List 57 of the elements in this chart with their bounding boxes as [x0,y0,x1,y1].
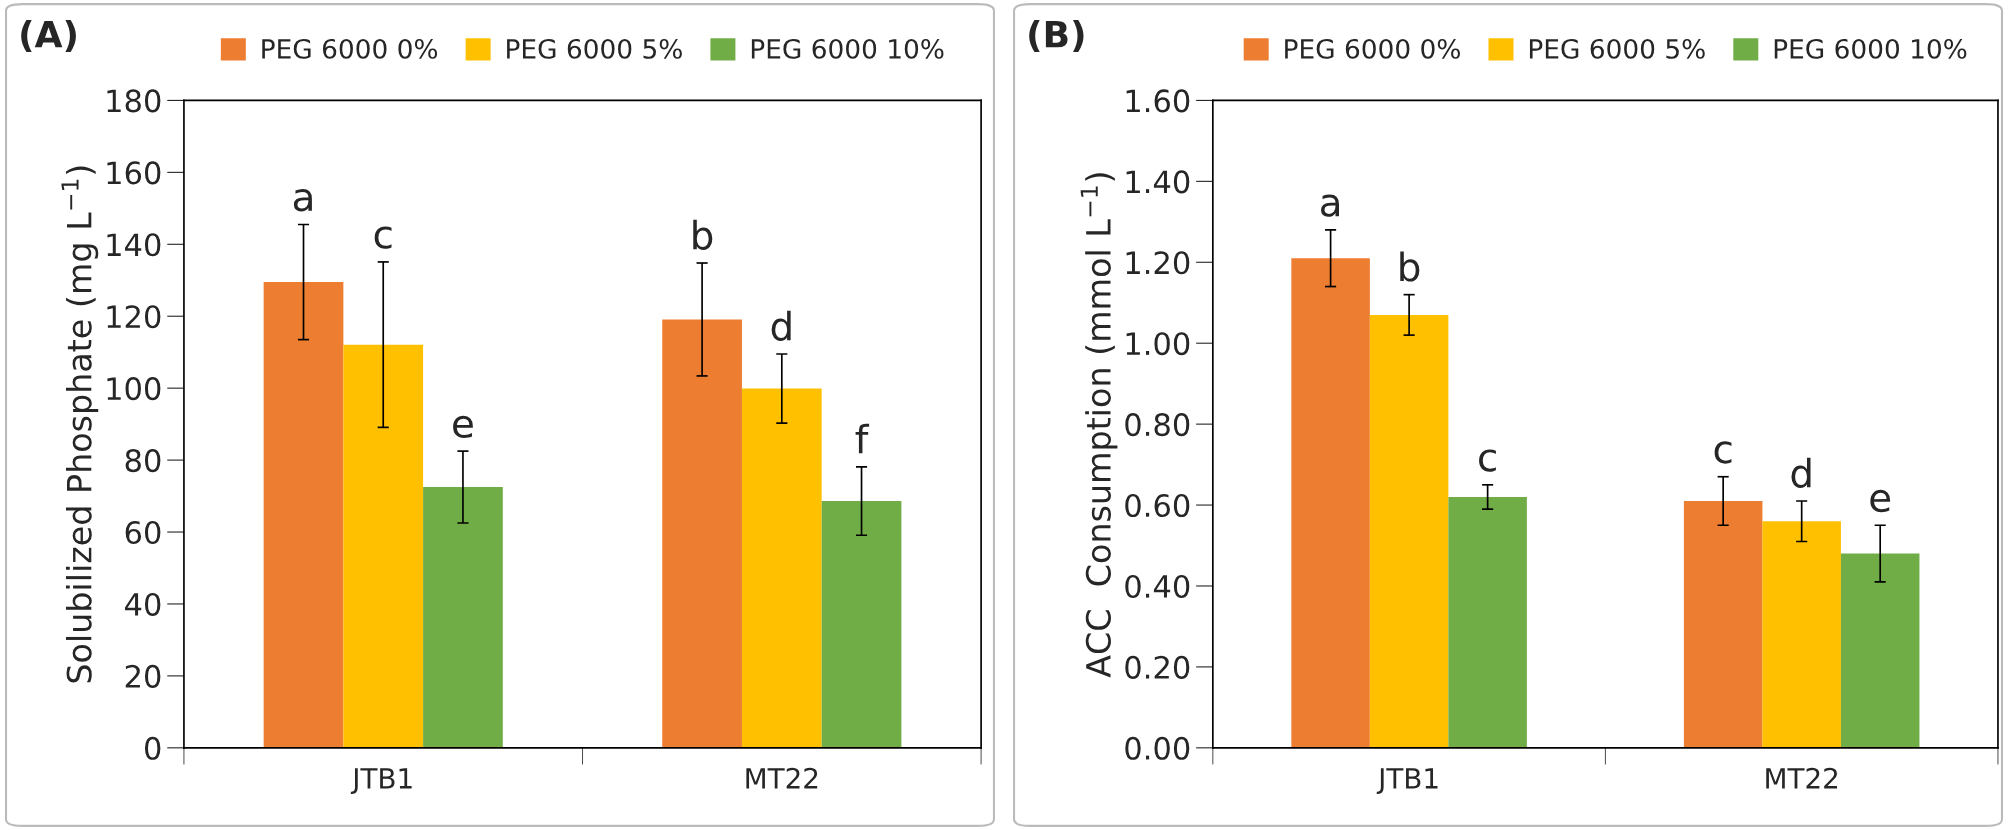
data-label: e [1870,489,1891,513]
bar [263,282,344,748]
data-label: f [855,423,870,454]
data-label: b [693,219,713,250]
y-axis-title: Solubilized Phosphate (mg L$^{−1}$) [61,166,99,683]
y-tick-label: 100 [107,377,161,401]
chart-title: (A) [21,19,76,53]
x-tick-label: MT22 [1766,767,1838,789]
data-label: d [1791,457,1811,488]
legend-label: PEG 6000 5% [507,38,682,59]
data-label: c [1479,449,1496,472]
legend-label: PEG 6000 10% [751,38,944,59]
legend-label: PEG 6000 10% [1774,38,1967,59]
data-label: b [1400,251,1420,282]
data-label: a [293,189,312,212]
legend-label: PEG 6000 5% [1529,38,1705,59]
bar [662,319,742,748]
data-label: c [1714,441,1732,464]
y-tick-label: 120 [107,305,161,329]
data-label: e [453,415,473,439]
x-tick-label: JTB1 [350,768,412,794]
y-axis-title: ACC Consumption (mmol L$^{−1}$) [1080,173,1118,678]
data-label: a [1321,194,1339,217]
bar [423,487,503,748]
legend-label: PEG 6000 0% [1285,38,1460,59]
bar [741,388,822,748]
y-tick-label: 1.00 [1126,332,1190,356]
x-tick-label: JTB1 [1376,768,1438,794]
y-tick-label: 1.60 [1126,89,1190,113]
y-tick-label: 0.00 [1125,736,1190,760]
y-tick-label: 60 [125,520,161,545]
y-tick-label: 1.40 [1126,170,1190,194]
y-tick-label: 140 [107,233,161,257]
bar [343,344,424,748]
bar [1448,496,1527,748]
y-tick-label: 0.20 [1125,655,1190,679]
x-tick-label: MT22 [746,767,818,789]
y-tick-label: 0 [144,736,161,760]
y-tick-label: 20 [125,664,161,688]
bar [1840,553,1920,748]
y-tick-label: 80 [125,449,161,473]
y-tick-label: 40 [125,592,161,617]
y-tick-label: 0.80 [1125,413,1190,437]
bar [821,501,902,748]
data-label: d [771,310,791,341]
bar [1369,314,1449,748]
bar [1762,521,1841,748]
bar [1683,501,1763,748]
y-tick-label: 1.20 [1126,251,1190,275]
legend-label: PEG 6000 0% [262,38,438,59]
y-tick-label: 160 [107,161,161,185]
bar [1291,258,1370,748]
chart-title: (B) [1029,19,1084,53]
data-label: c [374,226,392,249]
y-tick-label: 0.40 [1125,574,1190,599]
y-tick-label: 0.60 [1125,493,1190,518]
y-tick-label: 180 [107,89,161,113]
